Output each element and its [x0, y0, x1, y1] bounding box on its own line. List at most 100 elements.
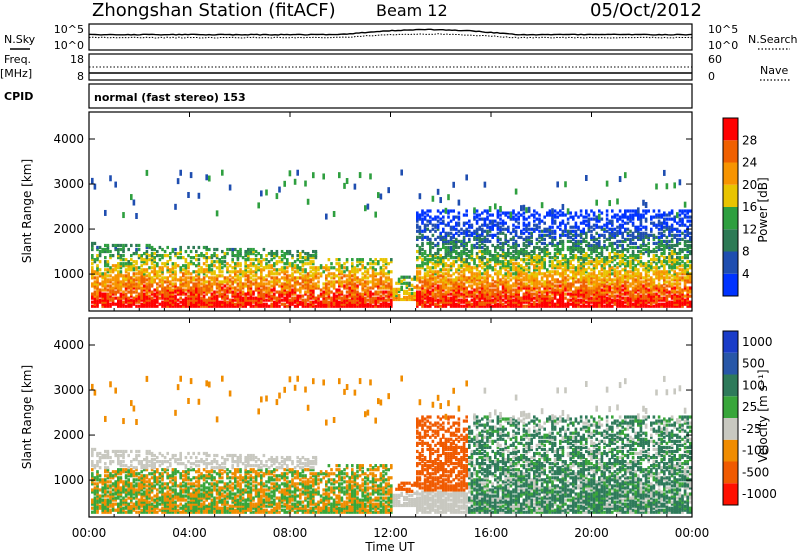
power-cell [247, 258, 250, 262]
power-cell [626, 296, 630, 300]
power-cell [556, 290, 559, 294]
power-cell [522, 298, 526, 302]
power-cell [631, 266, 635, 270]
power-cell [639, 274, 643, 278]
power-cell [124, 258, 128, 262]
power-cell [218, 286, 221, 290]
power-cell [163, 280, 167, 284]
power-cell [150, 256, 154, 260]
power-cell [512, 282, 515, 286]
power-cell [483, 264, 487, 268]
power-cell [221, 300, 224, 304]
power-cell [624, 290, 627, 294]
power-cell [572, 217, 575, 221]
power-cell [585, 256, 588, 260]
power-cell [366, 290, 370, 294]
nsky-tick-top: 10^5 [54, 23, 84, 36]
power-cell [507, 262, 510, 266]
power-cell [642, 292, 645, 296]
power-cell [496, 227, 500, 231]
power-cell [556, 262, 559, 266]
power-cell [319, 288, 323, 292]
power-cell [504, 237, 507, 241]
power-cell [384, 276, 388, 280]
power-cell [551, 217, 554, 221]
power-cell [249, 284, 253, 288]
power-cell [530, 282, 533, 286]
power-cell [556, 286, 559, 290]
power-cell [452, 235, 455, 239]
power-cell [312, 256, 315, 260]
power-cell [93, 280, 97, 284]
power-cell [205, 302, 208, 306]
power-cell [504, 278, 507, 282]
power-cell [595, 276, 598, 280]
power-cell [202, 296, 206, 300]
power-cell [143, 280, 146, 284]
power-cell [642, 280, 645, 284]
power-cell [247, 249, 250, 254]
power-cell [195, 302, 198, 306]
power-cell [569, 282, 572, 286]
power-cell [270, 270, 273, 274]
power-cell [603, 239, 606, 244]
power-cell [124, 292, 128, 296]
power-cell [208, 296, 211, 300]
power-cell [478, 270, 481, 274]
power-cell [283, 268, 286, 272]
power-cell [184, 260, 188, 264]
power-cell [507, 284, 510, 288]
power-cell [244, 264, 247, 268]
power-cell [187, 300, 190, 304]
power-cell [215, 282, 219, 286]
power-cell [535, 290, 539, 294]
power-cell [465, 260, 468, 264]
power-cell [179, 300, 182, 304]
power-cell [252, 282, 255, 286]
power-cell [538, 282, 541, 286]
power-cell [468, 300, 471, 304]
power-cell [96, 298, 99, 302]
power-cell [582, 296, 585, 300]
power-cell [525, 300, 528, 304]
power-cell [447, 278, 450, 282]
power-cell [491, 223, 494, 227]
power-cell [192, 304, 195, 308]
power-cell [340, 302, 344, 306]
power-cell [587, 227, 591, 231]
power-cell [236, 262, 240, 266]
power-cell [631, 280, 635, 284]
power-cell [501, 294, 505, 298]
power-cell [561, 243, 565, 248]
power-cell [512, 268, 515, 272]
power-cell [590, 251, 593, 256]
power-cell [496, 243, 500, 248]
power-cell [93, 298, 97, 302]
power-cell [239, 249, 242, 254]
power-cell [117, 256, 120, 260]
power-cell [538, 296, 541, 300]
power-cell [145, 288, 149, 292]
power-cell [267, 274, 271, 278]
power-cell [512, 262, 515, 266]
power-cell [478, 292, 481, 296]
power-cell [403, 275, 406, 279]
power-cell [595, 219, 598, 223]
power-cell [348, 282, 351, 286]
power-cell [143, 276, 146, 280]
power-cell [192, 302, 195, 306]
power-cell [501, 264, 505, 268]
power-cell [447, 258, 450, 262]
power-cell [486, 268, 489, 272]
power-cell [317, 300, 320, 304]
power-cell [299, 288, 302, 292]
power-cell [434, 282, 437, 286]
power-cell [426, 266, 429, 270]
power-cell [592, 288, 596, 292]
power-cell [228, 290, 232, 294]
power-cell [150, 284, 154, 288]
power-cell [429, 229, 432, 233]
power-cell [156, 249, 159, 254]
power-cell [553, 302, 557, 306]
power-cell [634, 241, 637, 246]
